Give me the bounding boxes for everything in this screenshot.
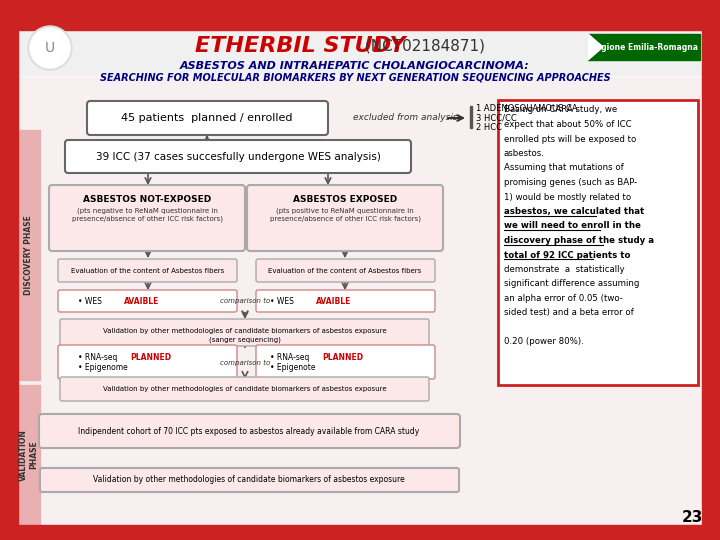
Text: Basing on CARA study, we: Basing on CARA study, we — [504, 105, 617, 114]
Bar — [18, 30, 702, 75]
Text: Validation by other methodologies of candidate biomarkers of asbestos exposure: Validation by other methodologies of can… — [103, 328, 387, 334]
Bar — [0, 525, 720, 540]
Text: • WES: • WES — [78, 296, 102, 306]
Text: asbestos, we calculated that: asbestos, we calculated that — [504, 207, 644, 216]
FancyBboxPatch shape — [60, 319, 429, 346]
Text: 45 patients  planned / enrolled: 45 patients planned / enrolled — [121, 113, 293, 123]
Bar — [0, 0, 720, 30]
Text: Regione Emilia-Romagna: Regione Emilia-Romagna — [590, 43, 698, 51]
FancyBboxPatch shape — [58, 259, 237, 282]
Text: (pts positive to ReNaM questionnaire in: (pts positive to ReNaM questionnaire in — [276, 208, 414, 214]
Text: PLANNED: PLANNED — [130, 353, 171, 361]
Text: expect that about 50% of ICC: expect that about 50% of ICC — [504, 120, 631, 129]
Text: presence/absence of other ICC risk factors): presence/absence of other ICC risk facto… — [71, 216, 222, 222]
Text: • RNA-seq: • RNA-seq — [78, 353, 117, 361]
Text: • WES: • WES — [270, 296, 294, 306]
Text: excluded from analysis: excluded from analysis — [353, 113, 457, 123]
Text: comparison to: comparison to — [220, 360, 270, 366]
Text: ASBESTOS AND INTRAHEPATIC CHOLANGIOCARCINOMA:: ASBESTOS AND INTRAHEPATIC CHOLANGIOCARCI… — [180, 61, 530, 71]
Bar — [18, 130, 40, 380]
Text: U: U — [45, 41, 55, 55]
Text: sided test) and a beta error of: sided test) and a beta error of — [504, 308, 634, 318]
Text: PLANNED: PLANNED — [322, 353, 363, 361]
Text: presence/absence of other ICC risk factors): presence/absence of other ICC risk facto… — [269, 216, 420, 222]
Bar — [588, 34, 700, 60]
Circle shape — [28, 26, 72, 70]
Bar — [0, 0, 18, 540]
Text: (sanger sequencing): (sanger sequencing) — [209, 337, 281, 343]
Text: (NCT02184871): (NCT02184871) — [359, 38, 485, 53]
Text: ASBESTOS NOT-EXPOSED: ASBESTOS NOT-EXPOSED — [83, 195, 211, 205]
FancyBboxPatch shape — [256, 345, 435, 379]
Bar — [18, 385, 40, 525]
FancyBboxPatch shape — [256, 259, 435, 282]
FancyBboxPatch shape — [49, 185, 245, 251]
Text: discovery phase of the study a: discovery phase of the study a — [504, 236, 654, 245]
FancyBboxPatch shape — [58, 290, 237, 312]
Text: DISCOVERY PHASE: DISCOVERY PHASE — [24, 215, 34, 295]
Text: an alpha error of 0.05 (two-: an alpha error of 0.05 (two- — [504, 294, 623, 303]
Text: promising genes (such as BAP-: promising genes (such as BAP- — [504, 178, 637, 187]
Text: 3 HCC/CC: 3 HCC/CC — [476, 113, 517, 123]
Text: demonstrate  a  statistically: demonstrate a statistically — [504, 265, 625, 274]
Text: Assuming that mutations of: Assuming that mutations of — [504, 164, 624, 172]
Polygon shape — [588, 34, 603, 60]
Text: Validation by other methodologies of candidate biomarkers of asbestos exposure: Validation by other methodologies of can… — [93, 476, 405, 484]
Text: we will need to enroll in the: we will need to enroll in the — [504, 221, 641, 231]
Text: VALIDATION
PHASE: VALIDATION PHASE — [19, 429, 39, 481]
FancyBboxPatch shape — [498, 100, 698, 385]
FancyBboxPatch shape — [256, 290, 435, 312]
Text: • Epigenome: • Epigenome — [78, 363, 127, 373]
Text: AVAIBLE: AVAIBLE — [124, 296, 159, 306]
Text: ETHERBIL STUDY: ETHERBIL STUDY — [194, 36, 405, 56]
FancyBboxPatch shape — [40, 468, 459, 492]
Text: Evaluation of the content of Asbestos fibers: Evaluation of the content of Asbestos fi… — [71, 268, 225, 274]
Text: Indipendent cohort of 70 ICC pts exposed to asbestos already available from CARA: Indipendent cohort of 70 ICC pts exposed… — [78, 427, 420, 435]
FancyBboxPatch shape — [247, 185, 443, 251]
Text: • Epigenote: • Epigenote — [270, 363, 315, 373]
Text: asbestos.: asbestos. — [504, 149, 545, 158]
FancyBboxPatch shape — [87, 101, 328, 135]
Bar — [702, 0, 720, 540]
Text: • RNA-seq: • RNA-seq — [270, 353, 310, 361]
FancyBboxPatch shape — [60, 377, 429, 401]
Text: significant difference assuming: significant difference assuming — [504, 280, 639, 288]
Text: enrolled pts will be exposed to: enrolled pts will be exposed to — [504, 134, 636, 144]
Text: 0.20 (power 80%).: 0.20 (power 80%). — [504, 338, 584, 347]
Text: ASBESTOS EXPOSED: ASBESTOS EXPOSED — [293, 195, 397, 205]
FancyBboxPatch shape — [58, 345, 237, 379]
Text: 39 ICC (37 cases succesfully undergone WES analysis): 39 ICC (37 cases succesfully undergone W… — [96, 152, 380, 162]
Text: 1) would be mostly related to: 1) would be mostly related to — [504, 192, 631, 201]
Bar — [470, 106, 472, 128]
FancyBboxPatch shape — [65, 140, 411, 173]
Text: 1 ADENOSQUAMOUS CA: 1 ADENOSQUAMOUS CA — [476, 104, 577, 112]
FancyBboxPatch shape — [39, 414, 460, 448]
Circle shape — [30, 28, 70, 68]
Bar — [18, 77, 702, 525]
Text: total of 92 ICC patients to: total of 92 ICC patients to — [504, 251, 631, 260]
Text: 2 HCC: 2 HCC — [476, 124, 502, 132]
Text: SEARCHING FOR MOLECULAR BIOMARKERS BY NEXT GENERATION SEQUENCING APPROACHES: SEARCHING FOR MOLECULAR BIOMARKERS BY NE… — [99, 72, 611, 82]
Text: AVAIBLE: AVAIBLE — [316, 296, 351, 306]
Text: 23: 23 — [681, 510, 703, 525]
Text: comparison to: comparison to — [220, 298, 270, 304]
Text: Validation by other methodologies of candidate biomarkers of asbestos exposure: Validation by other methodologies of can… — [103, 386, 387, 392]
Text: (pts negative to ReNaM questionnaire in: (pts negative to ReNaM questionnaire in — [76, 208, 217, 214]
Text: Evaluation of the content of Asbestos fibers: Evaluation of the content of Asbestos fi… — [269, 268, 422, 274]
